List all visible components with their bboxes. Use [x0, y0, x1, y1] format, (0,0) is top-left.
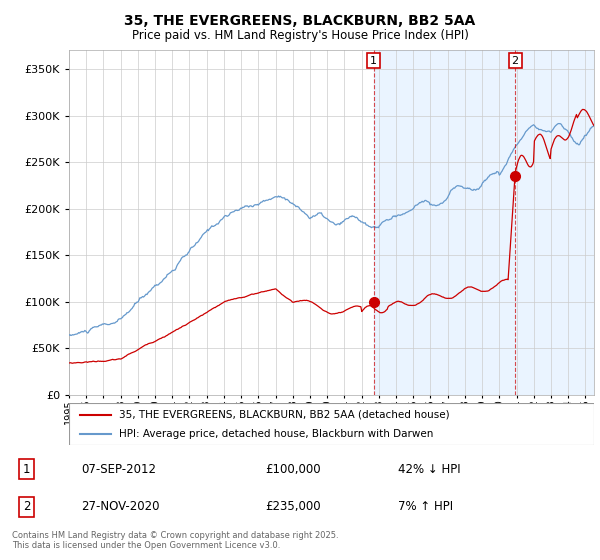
Text: 35, THE EVERGREENS, BLACKBURN, BB2 5AA: 35, THE EVERGREENS, BLACKBURN, BB2 5AA [124, 14, 476, 28]
Text: 1: 1 [370, 55, 377, 66]
Text: 42% ↓ HPI: 42% ↓ HPI [398, 463, 461, 475]
Text: 35, THE EVERGREENS, BLACKBURN, BB2 5AA (detached house): 35, THE EVERGREENS, BLACKBURN, BB2 5AA (… [119, 409, 449, 419]
Text: Price paid vs. HM Land Registry's House Price Index (HPI): Price paid vs. HM Land Registry's House … [131, 29, 469, 42]
Text: 07-SEP-2012: 07-SEP-2012 [81, 463, 156, 475]
Text: HPI: Average price, detached house, Blackburn with Darwen: HPI: Average price, detached house, Blac… [119, 429, 433, 439]
Text: £100,000: £100,000 [265, 463, 321, 475]
Bar [374, 50, 594, 395]
Text: 2: 2 [512, 55, 519, 66]
Text: £235,000: £235,000 [265, 500, 321, 513]
Text: 2: 2 [23, 500, 30, 513]
Text: 1: 1 [23, 463, 30, 475]
Text: 7% ↑ HPI: 7% ↑ HPI [398, 500, 453, 513]
Text: Contains HM Land Registry data © Crown copyright and database right 2025.
This d: Contains HM Land Registry data © Crown c… [12, 531, 338, 550]
Text: 27-NOV-2020: 27-NOV-2020 [81, 500, 160, 513]
